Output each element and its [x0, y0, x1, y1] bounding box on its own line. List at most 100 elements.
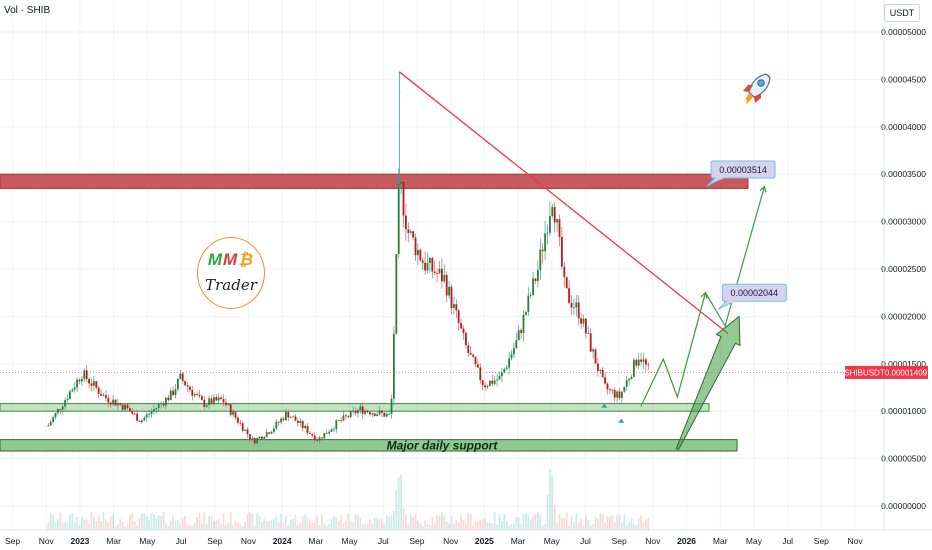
candle-body: [241, 423, 244, 431]
candle-body: [469, 352, 472, 355]
volume-bar: [210, 516, 213, 530]
candle-body: [361, 406, 364, 414]
target-price-label: 0.00003514: [719, 165, 767, 175]
candle-body: [47, 425, 50, 427]
volume-bar: [424, 520, 427, 530]
volume-bar: [388, 516, 391, 530]
candle-body: [493, 380, 496, 384]
candle-body: [95, 381, 98, 388]
candle-body: [150, 411, 153, 415]
candle-body: [419, 249, 422, 261]
candle-body: [409, 231, 412, 233]
candle-body: [467, 345, 470, 353]
currency-unit-button[interactable]: USDT: [884, 4, 920, 22]
time-tick-label: May: [342, 536, 359, 546]
volume-bar: [460, 515, 463, 530]
candle-body: [64, 400, 67, 407]
volume-bar: [575, 512, 578, 530]
volume-bar: [640, 515, 643, 530]
candle-body: [198, 394, 201, 397]
candle-body: [160, 403, 163, 405]
volume-bar: [69, 515, 71, 530]
volume-bar: [573, 522, 575, 530]
volume-bar: [486, 522, 489, 530]
candle-body: [359, 406, 362, 411]
volume-bar: [148, 520, 151, 530]
candle-body: [407, 229, 410, 233]
candle-body: [229, 404, 232, 415]
candle-body: [232, 411, 235, 415]
volume-bar: [232, 525, 235, 530]
candle-body: [433, 271, 436, 274]
volume-bar: [585, 514, 587, 530]
volume-bar: [637, 518, 640, 530]
volume-bar: [321, 513, 323, 530]
volume-bar: [597, 518, 599, 530]
volume-bar: [436, 515, 439, 530]
candle-body: [225, 402, 227, 405]
candle-body: [402, 181, 405, 216]
candle-body: [189, 386, 191, 390]
candle-body: [378, 410, 381, 415]
volume-bar: [465, 523, 467, 530]
bullish-target-arrow: [675, 315, 741, 451]
candle-body: [551, 207, 554, 216]
volume-bar: [527, 514, 530, 530]
price-tick-label: 0.00002500: [881, 264, 926, 274]
volume-bar: [249, 512, 251, 530]
candle-body: [301, 421, 304, 428]
candle-body: [215, 397, 218, 401]
candle-body: [345, 415, 347, 417]
volume-bar: [246, 513, 249, 530]
candle-body: [174, 389, 177, 396]
volume-bar: [124, 525, 127, 530]
candle-body: [527, 295, 530, 312]
logo-letter-m: M: [207, 250, 224, 269]
candle-body: [49, 422, 52, 426]
candle-body: [594, 349, 597, 364]
candle-body: [465, 332, 467, 346]
volume-bar: [189, 525, 191, 530]
volume-bar: [270, 520, 273, 530]
volume-bar: [280, 513, 283, 530]
volume-bar: [532, 515, 535, 530]
candle-body: [313, 435, 316, 440]
volume-bar: [397, 476, 400, 530]
volume-bar: [160, 515, 163, 530]
volume-bar: [577, 522, 580, 530]
volume-bar: [306, 517, 309, 530]
candle-body: [213, 397, 215, 405]
candle-body: [256, 438, 259, 444]
volume-bar: [256, 512, 259, 530]
time-tick-label: May: [746, 536, 763, 546]
volume-bar: [229, 512, 232, 530]
volume-bar: [503, 513, 506, 530]
candle-body: [153, 409, 155, 412]
candle-body: [611, 389, 614, 391]
candle-body: [592, 349, 595, 352]
volume-bar: [167, 525, 170, 530]
volume-bar: [513, 523, 515, 530]
time-tick-label: 2024: [273, 536, 292, 546]
candle-body: [453, 304, 455, 308]
candle-body: [618, 391, 621, 398]
candle-body: [376, 414, 379, 417]
candle-body: [145, 414, 148, 418]
candle-body: [76, 379, 79, 388]
candle-body: [83, 370, 86, 379]
volume-bar: [239, 524, 242, 530]
candle-body: [393, 333, 395, 399]
volume-bar: [268, 521, 271, 530]
candle-body: [270, 431, 273, 434]
volume-bar: [385, 514, 388, 530]
candle-body: [534, 278, 537, 281]
candle-body: [381, 410, 383, 413]
volume-bar: [568, 525, 571, 530]
volume-bar: [429, 525, 431, 530]
volume-bar: [469, 514, 472, 530]
volume-bar: [59, 512, 62, 530]
volume-bar: [93, 517, 95, 530]
volume-bar: [241, 525, 244, 530]
